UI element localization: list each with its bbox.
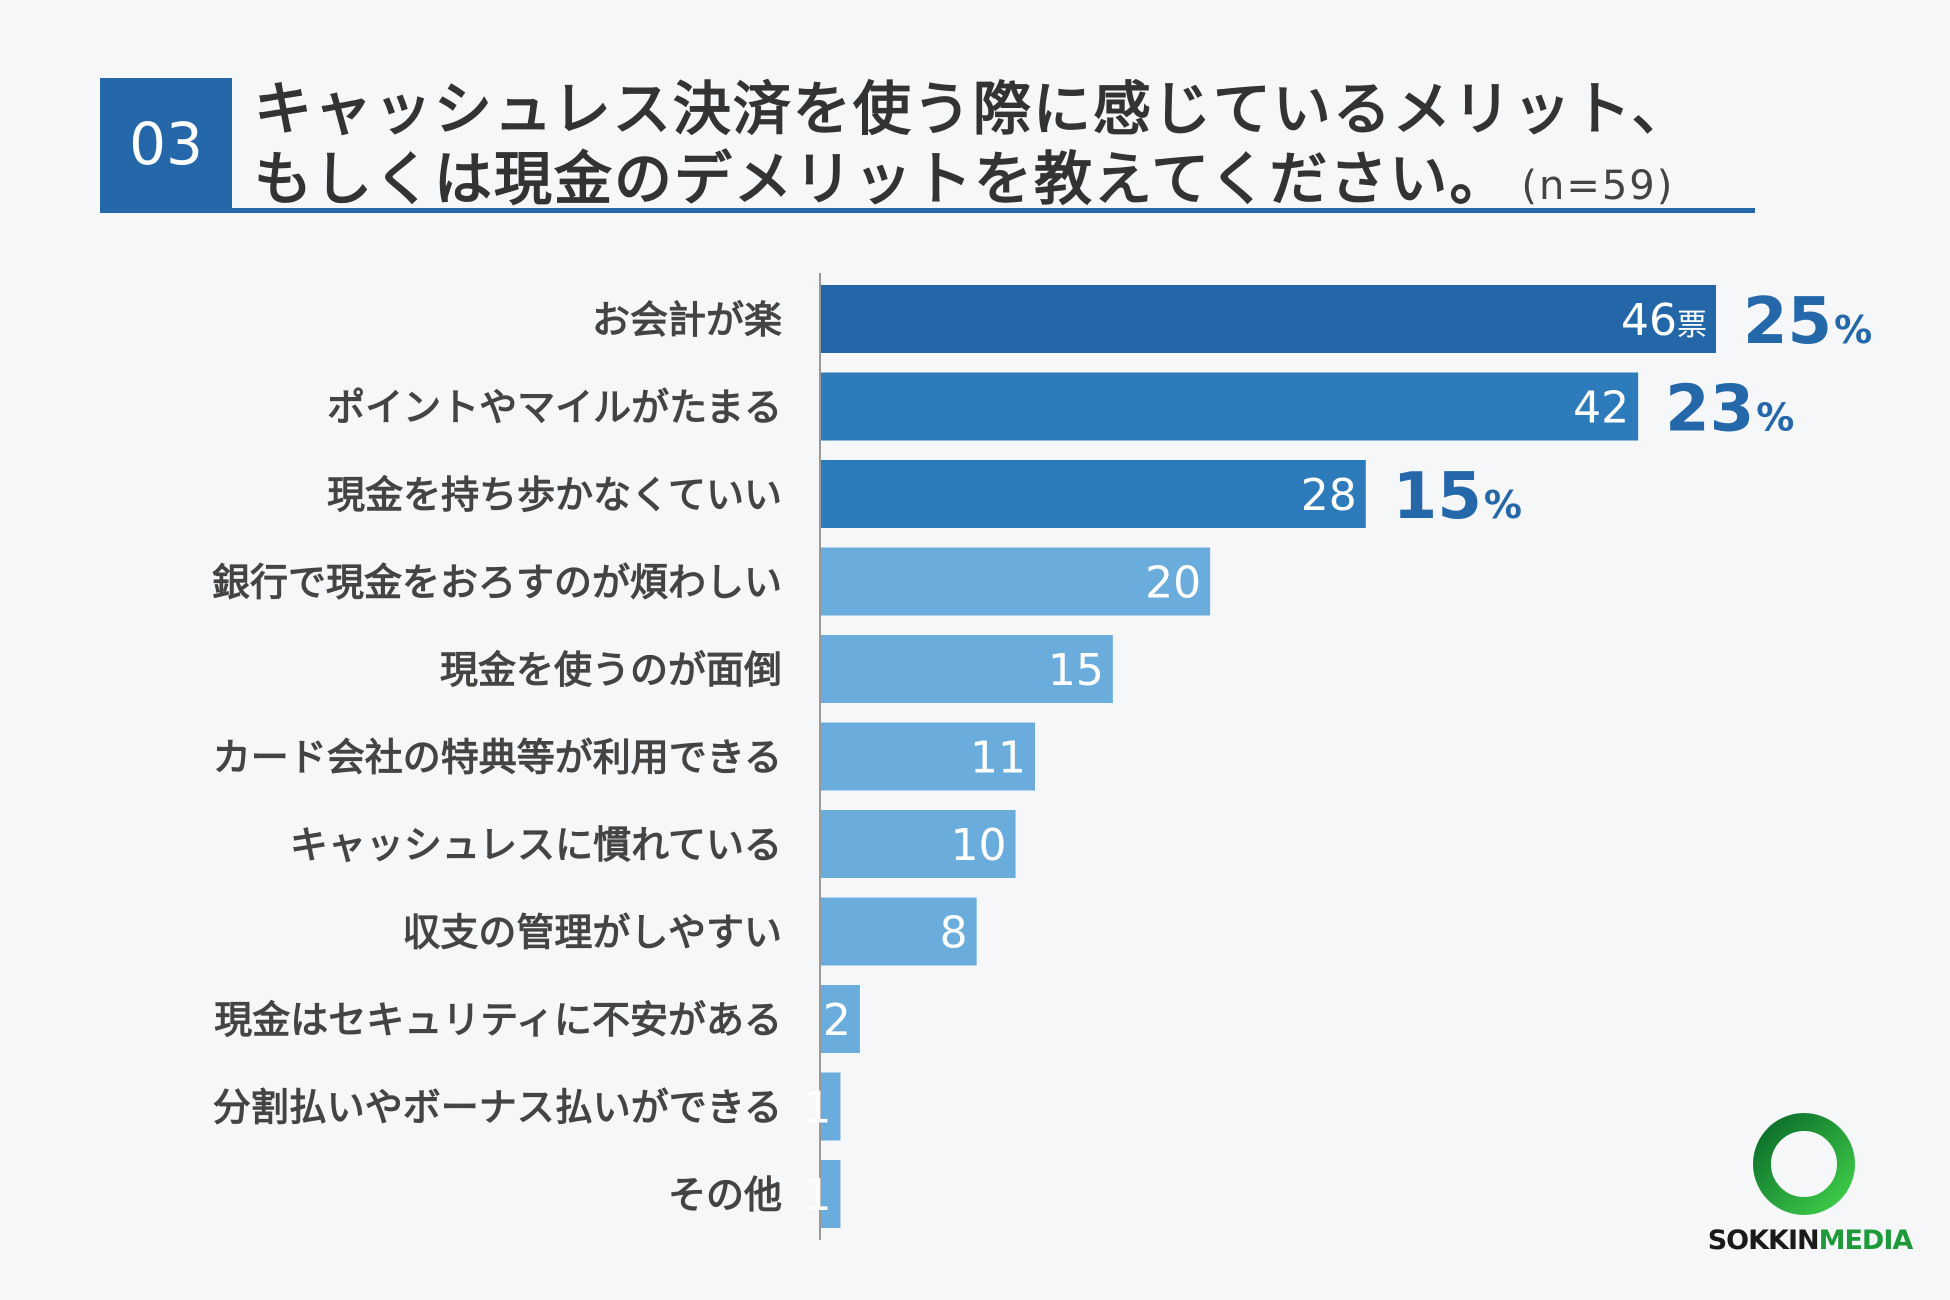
percent-suffix: % [1756, 396, 1794, 440]
value-label: 15 [1048, 645, 1104, 696]
category-label: 現金を使うのが面倒 [440, 648, 782, 692]
unit-label: 票 [1677, 308, 1707, 343]
percent-value: 15 [1393, 460, 1482, 534]
percent-label: 23% [1665, 373, 1794, 447]
logo-text-sokkin: SOKKIN [1707, 1225, 1820, 1256]
logo-ring-icon [1753, 1113, 1855, 1215]
bar [821, 460, 1366, 528]
percent-value: 25 [1743, 285, 1832, 359]
title-line-2-text: もしくは現金のデメリットを教えてください。 [254, 145, 1510, 213]
value-number: 28 [1301, 470, 1357, 521]
category-label: 現金はセキュリティに不安がある [214, 998, 782, 1042]
value-label: 8 [940, 908, 968, 959]
percent-label: 25% [1743, 285, 1872, 359]
header-underline [100, 208, 1755, 213]
bar [821, 635, 1113, 703]
bar [821, 722, 1036, 791]
value-number: 8 [940, 908, 968, 959]
category-label: ポイントやマイルがたまる [327, 386, 782, 430]
percent-suffix: % [1834, 308, 1872, 352]
value-label: 1 [803, 1170, 831, 1221]
bar [821, 372, 1639, 441]
category-label: 銀行で現金をおろすのが煩わしい [212, 561, 782, 605]
sokkin-media-logo: SOKKINMEDIA [1690, 1110, 1930, 1260]
logo-wordmark: SOKKINMEDIA [1690, 1225, 1930, 1256]
bar [821, 285, 1716, 353]
value-label: 46票 [1621, 295, 1707, 346]
bar [821, 1072, 841, 1141]
value-label: 1 [803, 1083, 831, 1134]
value-label: 20 [1145, 558, 1201, 609]
category-label: お会計が楽 [592, 298, 782, 342]
value-number: 11 [970, 733, 1026, 784]
value-number: 10 [951, 820, 1007, 871]
logo-text-media: MEDIA [1818, 1225, 1914, 1256]
value-label: 11 [970, 733, 1026, 784]
question-number-badge: 03 [100, 78, 232, 210]
category-label: その他 [668, 1173, 782, 1217]
value-number: 42 [1573, 383, 1629, 434]
value-number: 46 [1621, 295, 1677, 346]
bar [821, 547, 1211, 616]
bar [821, 1160, 841, 1228]
value-label: 10 [951, 820, 1007, 871]
category-label: 収支の管理がしやすい [402, 911, 782, 955]
value-number: 1 [803, 1170, 831, 1221]
value-number: 1 [803, 1083, 831, 1134]
value-number: 20 [1145, 558, 1201, 609]
category-label: 現金を持ち歩かなくていい [327, 473, 782, 517]
title-line-1: キャッシュレス決済を使う際に感じているメリット、 [254, 75, 1692, 143]
bar [821, 985, 860, 1053]
category-label: 分割払いやボーナス払いができる [213, 1086, 782, 1130]
percent-suffix: % [1484, 483, 1522, 527]
sample-size: (n=59) [1521, 163, 1675, 209]
value-label: 2 [823, 995, 851, 1046]
category-label: キャッシュレスに慣れている [290, 823, 782, 867]
value-label: 28 [1301, 470, 1357, 521]
value-number: 15 [1048, 645, 1104, 696]
value-number: 2 [823, 995, 851, 1046]
category-label: カード会社の特典等が利用できる [213, 736, 782, 780]
bar [821, 810, 1016, 878]
value-label: 42 [1573, 383, 1629, 434]
title-line-2: もしくは現金のデメリットを教えてください。 (n=59) [254, 132, 1674, 216]
bar [821, 897, 977, 966]
percent-label: 15% [1393, 460, 1522, 534]
chart-header: 03 キャッシュレス決済を使う際に感じているメリット、 もしくは現金のデメリット… [100, 62, 1755, 213]
percent-value: 23 [1665, 373, 1754, 447]
